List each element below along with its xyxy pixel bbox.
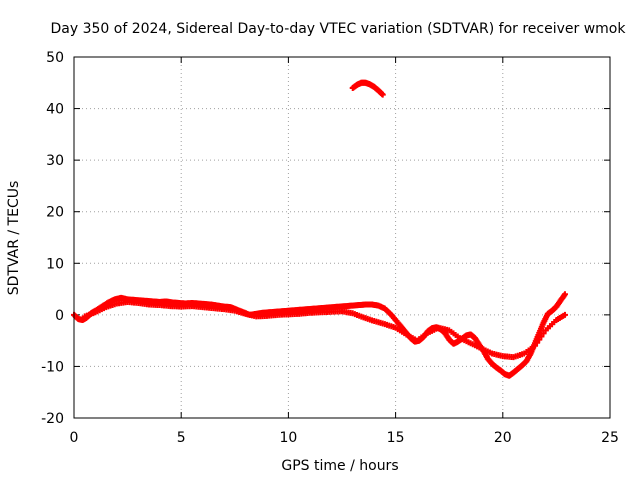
x-tick-label: 10 xyxy=(279,430,297,446)
data-point-marker xyxy=(561,291,568,298)
data-points xyxy=(71,79,568,379)
data-point-marker xyxy=(531,342,538,349)
y-tick-label: 10 xyxy=(46,256,64,272)
y-tick-label: 0 xyxy=(55,308,64,324)
y-tick-label: 50 xyxy=(46,50,64,66)
x-tick-label: 15 xyxy=(387,430,405,446)
plot-frame xyxy=(73,56,611,419)
y-tick-label: 40 xyxy=(46,102,64,118)
data-point-marker xyxy=(538,333,545,340)
x-tick-label: 20 xyxy=(494,430,512,446)
y-tick-label: 20 xyxy=(46,205,64,221)
data-point-marker xyxy=(379,91,386,98)
data-point-marker xyxy=(536,336,543,343)
data-point-marker xyxy=(540,330,547,337)
x-tick-label: 25 xyxy=(601,430,619,446)
x-tick-label: 5 xyxy=(177,430,186,446)
grid-lines xyxy=(74,57,610,418)
chart-title: Day 350 of 2024, Sidereal Day-to-day VTE… xyxy=(51,21,627,37)
y-axis-label: SDTVAR / TECUs xyxy=(6,181,22,296)
x-tick-label: 0 xyxy=(70,430,79,446)
y-tick-label: -20 xyxy=(41,411,64,427)
x-axis-label: GPS time / hours xyxy=(281,458,398,474)
y-tick-label: -10 xyxy=(41,359,64,375)
data-point-marker xyxy=(534,339,541,346)
data-point-marker xyxy=(561,311,568,318)
y-tick-label: 30 xyxy=(46,153,64,169)
